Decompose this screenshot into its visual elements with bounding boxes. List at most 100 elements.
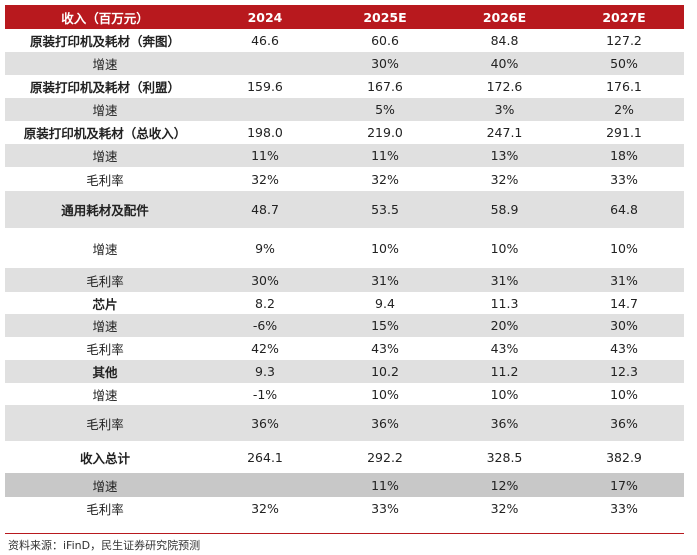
source-note: 资料来源：iFinD，民生证券研究院预测 — [8, 539, 201, 552]
cell-label: 增速 — [92, 319, 118, 334]
cell-2026e: 13% — [490, 148, 519, 163]
cell-2024: 36% — [251, 415, 279, 431]
cell-2026e: 172.6 — [486, 79, 523, 94]
table-row: 通用耗材及配件 48.7 53.5 58.9 64.8 — [5, 191, 684, 228]
cell-2024: 48.7 — [251, 202, 279, 217]
cell-2025e: 11% — [371, 148, 399, 163]
cell-2024: 32% — [251, 171, 279, 187]
cell-2026e: 3% — [494, 102, 515, 117]
cell-2026e: 40% — [490, 56, 519, 71]
cell-2025e: 5% — [375, 102, 395, 117]
cell-2026e: 11.2 — [490, 364, 519, 379]
cell-2024: 159.6 — [247, 79, 283, 94]
table-bottom-rule — [5, 533, 684, 534]
table-row: 毛利率 36% 36% 36% 36% — [5, 405, 684, 441]
table-row: 增速 -1% 10% 10% 10% — [5, 383, 684, 405]
cell-label: 原装打印机及耗材（总收入） — [23, 126, 187, 141]
cell-2027e: 14.7 — [610, 295, 638, 311]
cell-label: 原装打印机及耗材（利盟） — [29, 80, 180, 95]
cell-2024: 11% — [251, 148, 279, 163]
table-row: 毛利率 30% 31% 31% 31% — [5, 268, 684, 292]
cell-2026e: 84.8 — [490, 33, 519, 48]
cell-2026e: 328.5 — [486, 449, 523, 465]
cell-2025e: 30% — [371, 56, 399, 71]
cell-2027e: 33% — [610, 501, 638, 516]
cell-2025e: 292.2 — [367, 449, 403, 465]
cell-2024: 42% — [251, 341, 279, 356]
cell-2024: -6% — [252, 318, 278, 333]
table-row: 增速 5% 3% 2% — [5, 98, 684, 121]
cell-2025e: 32% — [371, 171, 399, 187]
cell-2027e: 10% — [610, 386, 638, 402]
cell-label: 增速 — [92, 103, 118, 118]
table-row: 毛利率 32% 32% 32% 33% — [5, 167, 684, 191]
table-row: 增速 30% 40% 50% — [5, 52, 684, 75]
cell-2024: 9.3 — [255, 364, 275, 379]
table-header: 收入（百万元） 2024 2025E 2026E 2027E — [5, 5, 684, 29]
cell-2027e: 176.1 — [606, 79, 642, 94]
cell-2026e: 32% — [490, 171, 519, 187]
cell-label: 毛利率 — [86, 502, 124, 517]
cell-2027e: 64.8 — [610, 202, 638, 217]
cell-2026e: 11.3 — [490, 295, 519, 311]
cell-label: 增速 — [92, 387, 118, 403]
header-cell-2025e: 2025E — [363, 9, 407, 25]
cell-label: 毛利率 — [86, 342, 124, 357]
cell-2026e: 58.9 — [490, 202, 519, 217]
cell-2027e: 291.1 — [606, 125, 642, 140]
cell-2027e: 18% — [610, 148, 638, 163]
table-row: 其他 9.3 10.2 11.2 12.3 — [5, 360, 684, 383]
cell-2026e: 31% — [490, 272, 519, 288]
cell-2024: -1% — [252, 386, 278, 402]
cell-label: 增速 — [92, 241, 118, 257]
table-row: 增速 11% 11% 13% 18% — [5, 144, 684, 167]
cell-2025e: 31% — [371, 272, 399, 288]
cell-2025e: 10% — [371, 386, 399, 402]
cell-2025e: 219.0 — [367, 125, 403, 140]
cell-label: 增速 — [92, 149, 118, 164]
cell-2025e: 60.6 — [371, 33, 399, 48]
cell-2024: 9% — [255, 240, 275, 256]
cell-2025e: 53.5 — [371, 202, 399, 217]
cell-label: 毛利率 — [86, 172, 124, 188]
header-cell-2026e: 2026E — [482, 9, 527, 25]
table-row: 原装打印机及耗材（奔图） 46.6 60.6 84.8 127.2 — [5, 29, 684, 52]
table-row: 毛利率 42% 43% 43% 43% — [5, 337, 684, 360]
cell-2025e: 9.4 — [375, 295, 395, 311]
cell-label: 芯片 — [92, 296, 118, 312]
cell-2026e: 10% — [490, 386, 519, 402]
cell-2027e: 43% — [610, 341, 638, 356]
header-cell-label: 收入（百万元） — [61, 10, 149, 26]
cell-2025e: 36% — [371, 415, 399, 431]
cell-2025e: 167.6 — [367, 79, 403, 94]
cell-2027e: 382.9 — [606, 449, 642, 465]
cell-2027e: 50% — [610, 56, 638, 71]
header-cell-2024: 2024 — [247, 9, 283, 25]
table-row: 增速 -6% 15% 20% 30% — [5, 314, 684, 337]
cell-label: 毛利率 — [86, 273, 124, 289]
header-cell-2027e: 2027E — [602, 9, 646, 25]
cell-2024: 46.6 — [251, 33, 279, 48]
cell-label: 其他 — [92, 365, 118, 380]
cell-2026e: 12% — [490, 477, 519, 493]
cell-2026e: 247.1 — [486, 125, 523, 140]
cell-2026e: 32% — [490, 501, 519, 516]
table-row: 收入总计 264.1 292.2 328.5 382.9 — [5, 441, 684, 473]
cell-2025e: 43% — [371, 341, 399, 356]
cell-label: 收入总计 — [79, 450, 130, 466]
cell-2024: 264.1 — [247, 449, 283, 465]
table-row: 芯片 8.2 9.4 11.3 14.7 — [5, 292, 684, 314]
cell-2025e: 15% — [371, 318, 399, 333]
cell-2027e: 33% — [610, 171, 638, 187]
cell-2025e: 10% — [371, 240, 399, 256]
cell-label: 原装打印机及耗材（奔图） — [29, 34, 180, 49]
table-row: 增速 9% 10% 10% 10% — [5, 228, 684, 268]
cell-2026e: 43% — [490, 341, 519, 356]
cell-2024: 198.0 — [247, 125, 283, 140]
cell-2027e: 10% — [610, 240, 638, 256]
cell-2026e: 20% — [490, 318, 519, 333]
cell-label: 增速 — [92, 478, 118, 494]
cell-label: 增速 — [92, 57, 118, 72]
table-row: 原装打印机及耗材（利盟） 159.6 167.6 172.6 176.1 — [5, 75, 684, 98]
cell-2025e: 11% — [371, 477, 399, 493]
